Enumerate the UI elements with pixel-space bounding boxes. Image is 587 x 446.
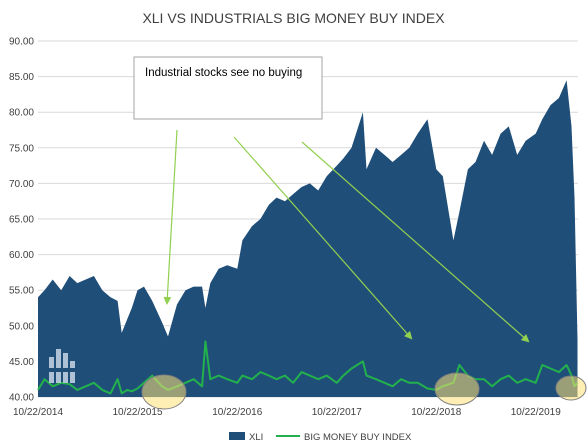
x-axis-tick-labels: 10/22/2014 10/22/2015 10/22/2016 10/22/2017… bbox=[13, 407, 561, 418]
callout-box bbox=[133, 56, 323, 120]
logo-bar bbox=[56, 349, 61, 383]
x-tick-label: 10/22/2018 bbox=[411, 407, 461, 418]
big-money-buy-index-line bbox=[37, 340, 579, 395]
annotation-arrow bbox=[233, 136, 413, 340]
highlight-ellipse bbox=[555, 375, 587, 401]
legend-label-xli: XLI bbox=[249, 432, 263, 443]
annotation-group: Industrial stocks see no buying bbox=[46, 56, 587, 410]
legend: XLI BIG MONEY BUY INDEX bbox=[229, 432, 412, 443]
highlight-ellipse bbox=[141, 374, 187, 410]
y-tick-label: 55.00 bbox=[9, 286, 34, 297]
x-tick-label: 10/22/2017 bbox=[312, 407, 362, 418]
y-tick-label: 90.00 bbox=[9, 37, 34, 48]
xli-area-series bbox=[38, 80, 578, 397]
x-tick-label: 10/22/2016 bbox=[212, 407, 262, 418]
y-tick-label: 40.00 bbox=[9, 393, 34, 404]
y-axis-tick-labels: 40.00 45.00 50.00 55.00 60.00 65.00 70.00 75.00… bbox=[9, 37, 34, 404]
x-tick-label: 10/22/2015 bbox=[112, 407, 162, 418]
series-area-group bbox=[38, 80, 578, 397]
highlight-ellipse bbox=[434, 372, 480, 406]
callout-text: Industrial stocks see no buying bbox=[145, 67, 302, 79]
logo-cut bbox=[46, 368, 76, 372]
x-tick-label: 10/22/2019 bbox=[511, 407, 561, 418]
y-tick-label: 60.00 bbox=[9, 250, 34, 261]
y-tick-label: 85.00 bbox=[9, 72, 34, 83]
y-tick-label: 80.00 bbox=[9, 108, 34, 119]
y-tick-label: 65.00 bbox=[9, 215, 34, 226]
x-tick-label: 10/22/2014 bbox=[13, 407, 63, 418]
y-tick-label: 50.00 bbox=[9, 321, 34, 332]
y-tick-label: 75.00 bbox=[9, 143, 34, 154]
y-tick-label: 70.00 bbox=[9, 179, 34, 190]
annotation-arrow bbox=[301, 141, 530, 343]
y-tick-label: 45.00 bbox=[9, 357, 34, 368]
annotation-arrow bbox=[163, 129, 178, 305]
series-line-group bbox=[37, 340, 579, 395]
legend-swatch-xli bbox=[229, 432, 245, 440]
watermark-logo bbox=[46, 349, 76, 383]
chart-title: XLI VS INDUSTRIALS BIG MONEY BUY INDEX bbox=[142, 10, 445, 26]
legend-label-index: BIG MONEY BUY INDEX bbox=[304, 432, 412, 443]
